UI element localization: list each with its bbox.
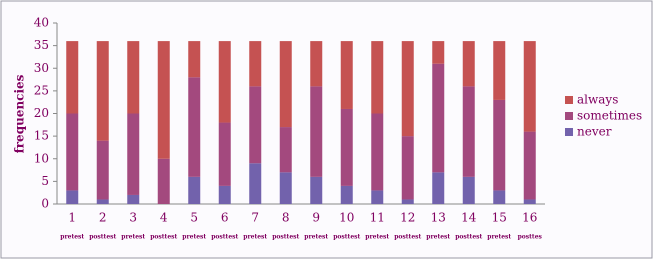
bar-segment — [249, 86, 262, 164]
x-tick-label: 16 — [522, 211, 537, 225]
x-sublabel: posttest — [333, 234, 360, 241]
y-tick-label: 25 — [34, 83, 49, 97]
x-tick-label: 11 — [370, 211, 385, 225]
y-tick-label: 20 — [34, 106, 49, 120]
x-sublabel: pretest — [487, 234, 511, 241]
bar-segment — [218, 185, 231, 204]
bar-segment — [96, 140, 109, 200]
y-tick-label: 15 — [34, 129, 49, 143]
x-sublabel: pretest — [426, 234, 450, 241]
bar-segment — [188, 77, 201, 177]
bar-segment — [279, 127, 292, 173]
legend-swatch — [565, 96, 573, 104]
bar-segment — [310, 41, 323, 87]
bar-segment — [401, 136, 414, 200]
bar-segment — [66, 113, 79, 191]
bar-segment — [401, 41, 414, 137]
x-tick-label: 6 — [221, 211, 229, 225]
x-tick-label: 10 — [339, 211, 354, 225]
x-tick-label: 12 — [400, 211, 415, 225]
bar-segment — [218, 41, 231, 123]
bar-segment — [127, 113, 140, 195]
y-tick-label: 0 — [41, 197, 49, 211]
x-tick-label: 7 — [251, 211, 259, 225]
bar-segment — [493, 99, 506, 191]
bar-segment — [340, 108, 353, 186]
x-sublabel: pretest — [182, 234, 206, 241]
x-tick-label: 5 — [190, 211, 198, 225]
x-sublabel: posttest — [394, 234, 421, 241]
bar-segment — [188, 41, 201, 78]
y-tick-label: 35 — [34, 38, 49, 52]
x-sublabel: posttest — [150, 234, 177, 241]
x-tick-label: 15 — [492, 211, 507, 225]
bar-segment — [371, 190, 384, 204]
bar-segment — [249, 163, 262, 204]
x-sublabel: posttest — [211, 234, 238, 241]
bar-segment — [493, 190, 506, 204]
bar-segment — [523, 199, 536, 204]
bar-segment — [310, 176, 323, 204]
bar-segment — [432, 63, 445, 173]
x-tick-label: 8 — [282, 211, 290, 225]
bar-segment — [249, 41, 262, 87]
x-sublabel: pretest — [60, 234, 84, 241]
bar-segment — [279, 172, 292, 204]
x-sublabel: pretest — [365, 234, 389, 241]
y-axis-label: frequencies — [13, 74, 27, 153]
legend-label: never — [577, 125, 612, 139]
bar-segment — [462, 41, 475, 87]
x-sublabel: posttes — [518, 234, 543, 241]
x-tick-label: 3 — [129, 211, 137, 225]
bar-segment — [371, 41, 384, 114]
bar-segment — [279, 41, 292, 128]
bar-segment — [157, 41, 170, 159]
bar-segment — [523, 131, 536, 200]
bar-segment — [523, 41, 536, 132]
bar-segment — [66, 190, 79, 204]
legend-swatch — [565, 128, 573, 136]
bar-segment — [310, 86, 323, 177]
x-tick-label: 9 — [312, 211, 320, 225]
x-tick-label: 14 — [461, 211, 477, 225]
bar-segment — [462, 176, 475, 204]
x-sublabel: pretest — [304, 234, 328, 241]
legend-label: always — [577, 93, 618, 107]
x-sublabel: posttest — [272, 234, 299, 241]
bar-segment — [127, 41, 140, 114]
y-tick-label: 5 — [41, 174, 49, 188]
bar-segment — [188, 176, 201, 204]
x-tick-label: 13 — [431, 211, 446, 225]
bar-segment — [432, 172, 445, 204]
x-sublabel: pretest — [121, 234, 145, 241]
bar-segment — [218, 122, 231, 186]
bar-segment — [96, 199, 109, 204]
x-tick-label: 2 — [99, 211, 107, 225]
x-sublabel: posttest — [455, 234, 482, 241]
bar-segment — [371, 113, 384, 191]
x-tick-label: 1 — [68, 211, 76, 225]
x-sublabel: pretest — [243, 234, 267, 241]
bar-segment — [66, 41, 79, 114]
bar-segment — [157, 158, 170, 204]
y-tick-label: 30 — [34, 61, 49, 75]
x-tick-label: 4 — [160, 211, 168, 225]
bar-segment — [493, 41, 506, 100]
bar-segment — [127, 194, 140, 204]
legend-swatch — [565, 112, 573, 120]
bar-segment — [462, 86, 475, 177]
bar-segment — [340, 185, 353, 204]
legend-label: sometimes — [577, 109, 642, 123]
y-tick-label: 40 — [34, 16, 49, 30]
bar-segment — [432, 41, 445, 64]
x-sublabel: posttest — [89, 234, 116, 241]
bar-segment — [96, 41, 109, 141]
bar-segment — [340, 41, 353, 109]
bar-segment — [401, 199, 414, 204]
y-tick-label: 10 — [34, 151, 49, 165]
